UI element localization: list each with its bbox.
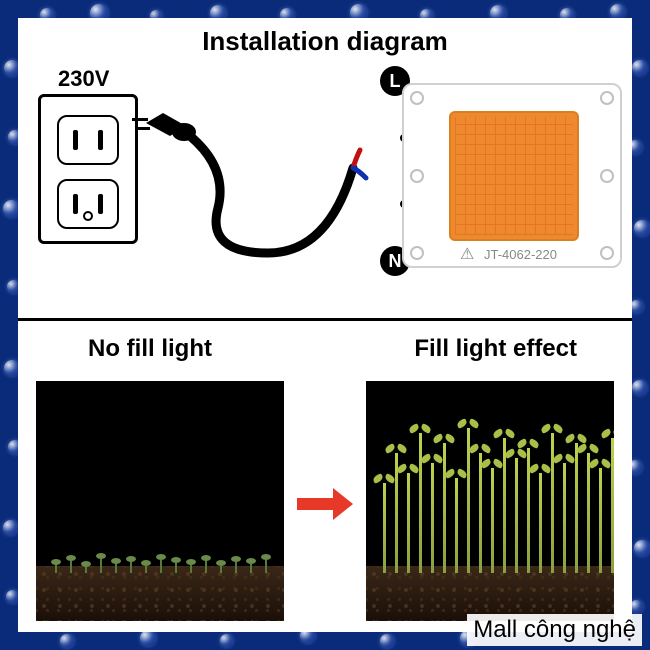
- content-panel: Installation diagram 230V L N: [18, 18, 632, 632]
- no-fill-label: No fill light: [88, 335, 212, 363]
- power-outlet-icon: [38, 94, 138, 244]
- no-light-plants: [36, 381, 284, 621]
- with-light-plants: [366, 381, 614, 621]
- voltage-label: 230V: [58, 66, 109, 92]
- installation-diagram-section: Installation diagram 230V L N: [18, 18, 632, 318]
- watermark-label: Mall công nghệ: [467, 614, 642, 646]
- diagram-title: Installation diagram: [202, 26, 448, 57]
- warning-icon: ⚠: [460, 244, 474, 264]
- arrow-icon: [295, 486, 355, 522]
- led-chip-module: ⚠ JT-4062-220: [402, 83, 622, 268]
- model-number: JT-4062-220: [484, 247, 557, 262]
- comparison-section: No fill light Fill light effect: [18, 321, 632, 632]
- infographic-border: Installation diagram 230V L N: [0, 0, 650, 650]
- fill-effect-label: Fill light effect: [414, 335, 577, 363]
- plug-cable-icon: [128, 88, 388, 288]
